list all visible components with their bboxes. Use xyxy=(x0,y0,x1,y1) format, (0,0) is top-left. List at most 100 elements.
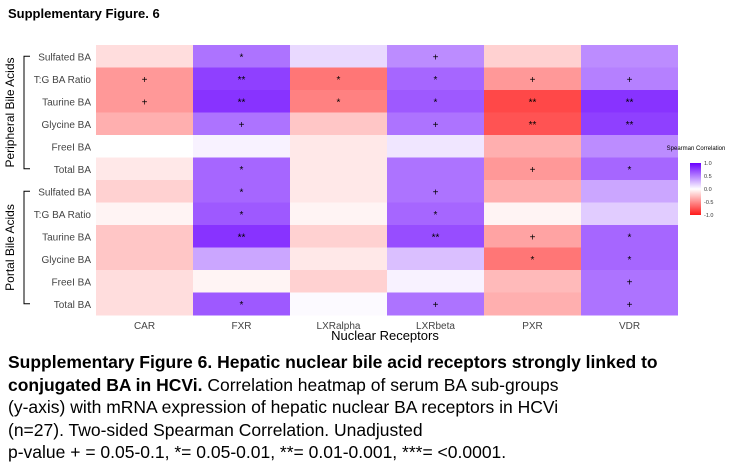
heatmap-cell xyxy=(387,157,484,181)
heatmap-cell xyxy=(581,112,678,136)
legend-tick-label: -0.5 xyxy=(704,200,713,206)
heatmap-cell xyxy=(96,270,193,293)
row-label: Sulfated BA xyxy=(38,52,91,63)
significance-mark: * xyxy=(240,165,244,176)
heatmap-cell xyxy=(290,202,387,226)
heatmap-cell xyxy=(387,225,484,248)
row-label: Total BA xyxy=(54,300,92,311)
group-bracket xyxy=(23,55,30,170)
column-label: LXRbeta xyxy=(416,321,455,332)
group-labels: Peripheral Bile Acids Portal Bile Acids xyxy=(3,55,30,305)
heatmap-cell xyxy=(193,45,290,68)
column-label: LXRalpha xyxy=(317,321,361,332)
heatmap-cell xyxy=(290,225,387,248)
significance-mark: * xyxy=(531,255,535,266)
significance-mark: + xyxy=(530,232,536,243)
heatmap-cell xyxy=(484,247,581,271)
legend-tick-label: 1.0 xyxy=(704,161,712,167)
significance-mark: + xyxy=(530,75,536,86)
heatmap-cell xyxy=(96,180,193,203)
heatmap-cell xyxy=(484,225,581,248)
significance-mark: * xyxy=(434,97,438,108)
heatmap-cell xyxy=(581,225,678,248)
significance-mark: + xyxy=(433,187,439,198)
column-label: CAR xyxy=(134,321,155,332)
heatmap-cell xyxy=(387,270,484,293)
significance-mark: + xyxy=(142,97,148,108)
significance-mark: * xyxy=(337,97,341,108)
heatmap-cell xyxy=(387,247,484,271)
row-label: Glycine BA xyxy=(42,120,92,131)
column-labels: CAR FXR LXRalpha LXRbeta PXR VDR xyxy=(134,321,640,332)
heatmap-cell xyxy=(484,135,581,158)
heatmap-cell xyxy=(484,270,581,293)
heatmap-cell xyxy=(96,247,193,271)
group-bracket xyxy=(23,190,30,305)
caption-line-2: (y-axis) with mRNA expression of hepatic… xyxy=(8,397,559,417)
heatmap-cell xyxy=(193,225,290,248)
heatmap-cell xyxy=(96,157,193,181)
significance-mark: * xyxy=(628,255,632,266)
row-label: Total BA xyxy=(54,165,92,176)
legend: Spearman Correlation 1.0 0.5 0.0 -0.5 -1.0 xyxy=(667,146,726,219)
heatmap-cell xyxy=(290,292,387,316)
group-label: Peripheral Bile Acids xyxy=(3,57,17,167)
heatmap-cell xyxy=(96,292,193,316)
significance-mark: ** xyxy=(626,97,634,108)
row-label: Taurine BA xyxy=(42,232,91,243)
legend-tick-label: 0.5 xyxy=(704,174,712,180)
heatmap-cell xyxy=(96,112,193,136)
significance-mark: * xyxy=(240,210,244,221)
column-label: PXR xyxy=(522,321,543,332)
heatmap-cell xyxy=(290,112,387,136)
row-label: Glycine BA xyxy=(42,255,92,266)
heatmap-cell xyxy=(387,135,484,158)
heatmap-cell xyxy=(387,67,484,91)
figure-label: Supplementary Figure. 6 xyxy=(8,6,160,21)
heatmap-cell xyxy=(193,270,290,293)
significance-mark: * xyxy=(434,210,438,221)
legend-colorbar xyxy=(690,163,701,215)
heatmap-cell xyxy=(581,45,678,68)
legend-tick-label: -1.0 xyxy=(704,213,713,219)
heatmap-cell xyxy=(581,67,678,91)
caption-line-1: Correlation heatmap of serum BA sub-grou… xyxy=(207,374,559,395)
row-label: T:G BA Ratio xyxy=(34,210,92,221)
heatmap-chart: * ++ ** * * + ++ ** * * ** **+ + ** *** + ** +* *** ** + ** *+… xyxy=(3,45,726,343)
row-label: Taurine BA xyxy=(42,97,91,108)
heatmap-cell xyxy=(484,157,581,181)
significance-mark: ** xyxy=(238,232,246,243)
significance-mark: ** xyxy=(626,120,634,131)
significance-marks: * ++ ** * * + ++ ** * * ** **+ + ** *** + ** +* *** ** + ** *+… xyxy=(142,52,634,311)
heatmap-cell xyxy=(290,90,387,113)
caption-title: Supplementary Figure 6. Hepatic nuclear … xyxy=(8,352,658,395)
significance-mark: * xyxy=(628,165,632,176)
significance-mark: ** xyxy=(432,232,440,243)
heatmap-cell xyxy=(193,202,290,226)
significance-mark: * xyxy=(337,75,341,86)
significance-mark: + xyxy=(239,120,245,131)
heatmap-cell xyxy=(193,112,290,136)
column-label: FXR xyxy=(232,321,252,332)
significance-mark: + xyxy=(433,120,439,131)
heatmap-cell xyxy=(387,112,484,136)
row-labels: Sulfated BA T:G BA Ratio Taurine BA Glycine… xyxy=(34,52,92,311)
significance-mark: + xyxy=(530,165,536,176)
heatmap-cell xyxy=(96,225,193,248)
heatmap-cell xyxy=(290,157,387,181)
heatmap-cell xyxy=(193,180,290,203)
x-axis-label: Nuclear Receptors xyxy=(331,328,439,343)
heatmap-cell xyxy=(290,135,387,158)
caption-line-3: (n=27). Two-sided Spearman Correlation. … xyxy=(8,419,423,440)
heatmap-cell xyxy=(96,45,193,68)
heatmap-cell xyxy=(387,45,484,68)
heatmap-cell xyxy=(581,135,678,158)
heatmap-cell xyxy=(193,90,290,113)
significance-mark: * xyxy=(628,232,632,243)
heatmap-cell xyxy=(581,90,678,113)
significance-mark: ** xyxy=(529,120,537,131)
significance-mark: ** xyxy=(238,97,246,108)
heatmap-cell xyxy=(581,202,678,226)
heatmap-cell xyxy=(193,157,290,181)
column-label: VDR xyxy=(619,321,640,332)
